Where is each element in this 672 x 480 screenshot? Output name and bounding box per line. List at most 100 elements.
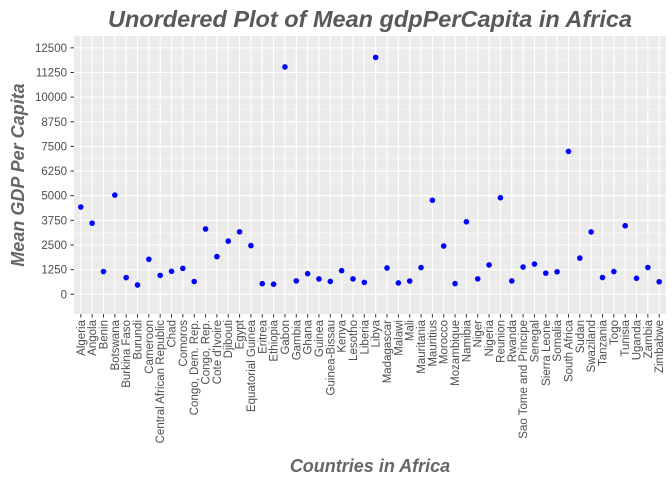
x-tick-label: Cote d'Ivoire [212,320,224,384]
x-tick-label: Burundi [133,320,145,360]
y-tick-label: 6250 [41,166,67,178]
data-point [633,275,640,282]
grid-lines [74,36,666,314]
data-point [293,278,300,284]
x-tick-label: Mali [405,320,417,341]
data-point [463,219,470,225]
x-tick-label: Tanzania [597,319,609,366]
data-point [316,276,322,282]
x-tick-label: Guinea-Bissau [325,320,337,395]
data-point [327,278,334,285]
x-tick-label: Gabon [280,320,292,355]
x-tick-label: Burkina Faso [121,320,133,388]
data-point [270,281,277,288]
x-tick-label: Rwanda [507,319,519,362]
data-points [78,54,662,288]
x-axis-title: Countries in Africa [290,456,450,476]
y-tick-label: 8750 [41,117,67,129]
plot-panel [74,36,666,314]
data-point [214,253,220,260]
data-point [531,261,538,267]
data-point [542,270,549,276]
data-point [395,280,402,286]
data-point [168,268,175,275]
data-point [611,268,617,275]
x-tick-label: Sudan [575,320,587,353]
data-point [508,278,515,284]
data-point [350,276,356,282]
x-tick-label: Madagascar [382,320,394,383]
y-tick-label: 3750 [41,215,67,227]
y-tick-label: 11250 [36,67,67,79]
data-point [577,255,583,261]
data-point [622,222,628,229]
y-axis-title: Mean GDP Per Capita [8,83,28,266]
data-point [259,280,266,287]
x-tick-label: Congo, Dem. Rep. [189,320,201,415]
x-tick-label: Congo, Rep. [201,320,213,385]
data-point [123,274,129,281]
y-tick-label: 7500 [41,141,67,153]
data-point [372,54,379,61]
x-tick-label: Zambia [643,319,655,358]
data-point [565,148,572,155]
data-point [236,229,243,235]
data-point [406,278,413,284]
x-tick-label: Equatorial Guinea [246,319,258,412]
x-axis-ticks: Algeria Angola Benin Botswana Burkina Faso Bu… [76,314,666,443]
y-tick-label: 10000 [35,92,67,104]
y-tick-label: 2500 [41,240,67,252]
data-point [89,220,95,226]
data-point [146,256,152,263]
y-axis-ticks: 0 1250 2500 3750 5000 6250 7500 8750 10000 11250 1… [35,43,74,301]
x-tick-label: Somalia [552,319,564,361]
y-tick-label: 1250 [41,265,67,277]
x-tick-label: Tunisia [620,319,632,356]
data-point [225,238,232,244]
data-point [486,262,492,268]
x-tick-label: Mauritius [427,320,439,367]
x-tick-label: Gambia [291,319,303,360]
data-point [304,270,311,277]
data-point [100,268,107,275]
x-tick-label: Sao Tome and Principe [518,320,530,439]
data-point [112,192,118,198]
x-tick-label: Algeria [76,319,88,355]
data-point [180,265,186,272]
y-tick-label: 0 [61,289,67,301]
data-point [78,204,84,210]
x-tick-label: Libya [371,319,383,347]
x-tick-label: Uganda [632,319,644,360]
x-tick-label: Comoros [178,320,190,367]
x-tick-label: Djibouti [223,320,235,358]
x-tick-label: Nigeria [484,319,496,356]
x-tick-label: Namibia [461,319,473,362]
x-tick-label: Niger [473,320,485,348]
x-tick-label: Guinea [314,319,326,357]
data-point [384,265,390,271]
data-point [645,264,651,271]
x-tick-label: Mauritania [416,319,428,373]
data-point [157,272,163,279]
x-tick-label: Kenya [337,319,349,352]
x-tick-label: Eritrea [257,319,269,353]
x-tick-label: Reunion [495,320,507,363]
x-tick-label: Botswana [110,319,122,370]
data-point [440,243,447,249]
data-point [282,64,288,70]
chart-title: Unordered Plot of Mean gdpPerCapita in A… [108,6,632,32]
data-point [418,264,424,271]
data-point [134,282,141,288]
x-tick-label: Chad [167,320,179,348]
y-tick-label: 5000 [41,191,67,203]
x-tick-label: Mozambique [450,320,462,386]
y-tick-label: 12500 [35,43,67,55]
data-point [248,242,254,249]
x-tick-label: Senegal [529,320,541,362]
data-point [497,194,504,201]
data-point [191,278,198,285]
x-tick-label: Egypt [235,319,247,349]
data-point [452,280,458,287]
x-tick-label: Cameroon [144,320,156,374]
x-tick-label: Lesotho [348,320,360,361]
